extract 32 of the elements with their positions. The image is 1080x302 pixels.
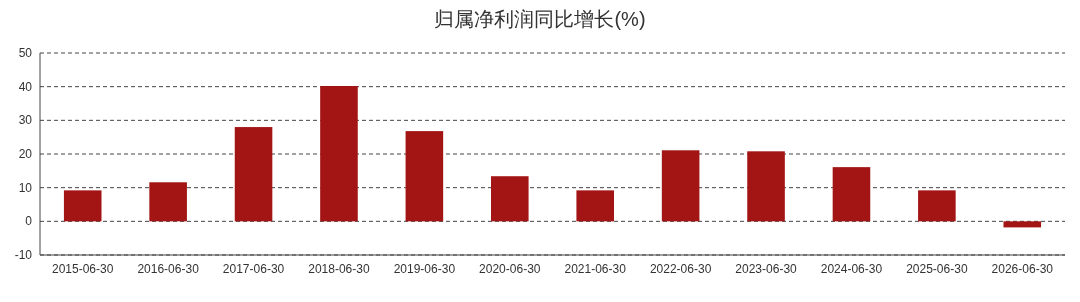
y-tick-label: 40 xyxy=(18,79,33,94)
bar xyxy=(1003,221,1042,228)
chart-title: 归属净利润同比增长(%) xyxy=(434,8,646,30)
bar xyxy=(63,190,102,222)
x-tick-label: 2020-06-30 xyxy=(479,262,541,276)
x-tick-label: 2026-06-30 xyxy=(991,262,1054,276)
x-tick-label: 2019-06-30 xyxy=(393,262,456,276)
y-tick-label: -10 xyxy=(14,248,33,262)
x-tick-label: 2018-06-30 xyxy=(308,262,370,276)
x-tick-label: 2025-06-30 xyxy=(906,262,968,276)
x-tick-label: 2024-06-30 xyxy=(820,262,883,276)
x-tick-label: 2016-06-30 xyxy=(137,262,200,276)
bar xyxy=(491,176,529,222)
y-tick-label: 30 xyxy=(18,113,33,128)
y-tick-label: 50 xyxy=(18,46,33,60)
x-tick-label: 2023-06-30 xyxy=(735,262,798,276)
bar xyxy=(918,190,956,222)
x-tick-label: 2017-06-30 xyxy=(222,262,285,276)
x-tick-label: 2022-06-30 xyxy=(649,262,712,276)
y-tick-label: 10 xyxy=(18,180,33,195)
bar xyxy=(234,127,273,222)
x-tick-label: 2015-06-30 xyxy=(52,262,114,276)
bar xyxy=(149,182,187,222)
y-tick-label: 0 xyxy=(25,214,33,229)
bar xyxy=(405,131,444,222)
bar xyxy=(576,190,614,222)
x-tick-label: 2021-06-30 xyxy=(564,262,627,276)
bar xyxy=(832,167,871,222)
y-tick-label: 20 xyxy=(18,147,33,161)
bar xyxy=(320,85,358,222)
bar xyxy=(661,150,700,222)
bar xyxy=(747,151,785,222)
